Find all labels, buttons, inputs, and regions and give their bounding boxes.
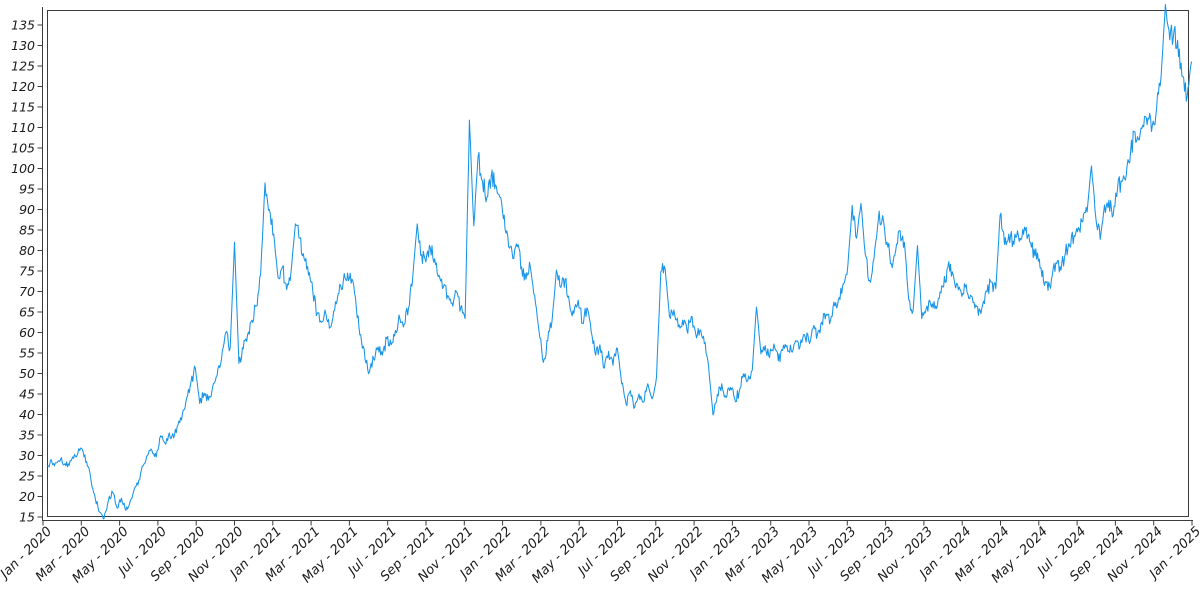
y-tick-label: 60 <box>19 325 35 340</box>
y-tick-label: 95 <box>19 182 35 197</box>
y-tick-label: 25 <box>19 469 35 484</box>
y-tick-label: 40 <box>19 407 35 422</box>
tick-marks <box>37 24 1193 526</box>
y-tick-label: 115 <box>11 100 35 115</box>
y-tick-label: 80 <box>19 243 35 258</box>
y-tick-label: 70 <box>19 284 35 299</box>
price-line <box>46 3 1193 520</box>
y-tick-label: 30 <box>19 448 35 463</box>
y-tick-label: 15 <box>19 510 35 525</box>
y-tick-label: 125 <box>11 59 35 74</box>
axes-layer <box>42 7 1193 521</box>
y-tick-label: 85 <box>19 223 35 238</box>
y-tick-label: 50 <box>19 366 35 381</box>
y-tick-label: 110 <box>11 120 35 135</box>
y-tick-label: 135 <box>11 18 35 33</box>
y-tick-label: 35 <box>19 428 35 443</box>
y-tick-label: 75 <box>19 264 35 279</box>
y-tick-label: 120 <box>11 79 35 94</box>
y-tick-label: 130 <box>11 38 35 53</box>
y-tick-label: 45 <box>19 387 35 402</box>
price-line-series <box>46 3 1193 520</box>
tick-labels: 15 20 25 30 35 40 45 50 55 60 65 70 75 80 85 90 95 100 105… <box>0 18 1200 587</box>
y-tick-label: 105 <box>11 141 35 156</box>
y-tick-label: 55 <box>19 346 35 361</box>
y-tick-label: 100 <box>11 161 35 176</box>
y-tick-label: 65 <box>19 305 35 320</box>
y-tick-label: 90 <box>19 202 35 217</box>
y-tick-label: 20 <box>19 489 35 504</box>
